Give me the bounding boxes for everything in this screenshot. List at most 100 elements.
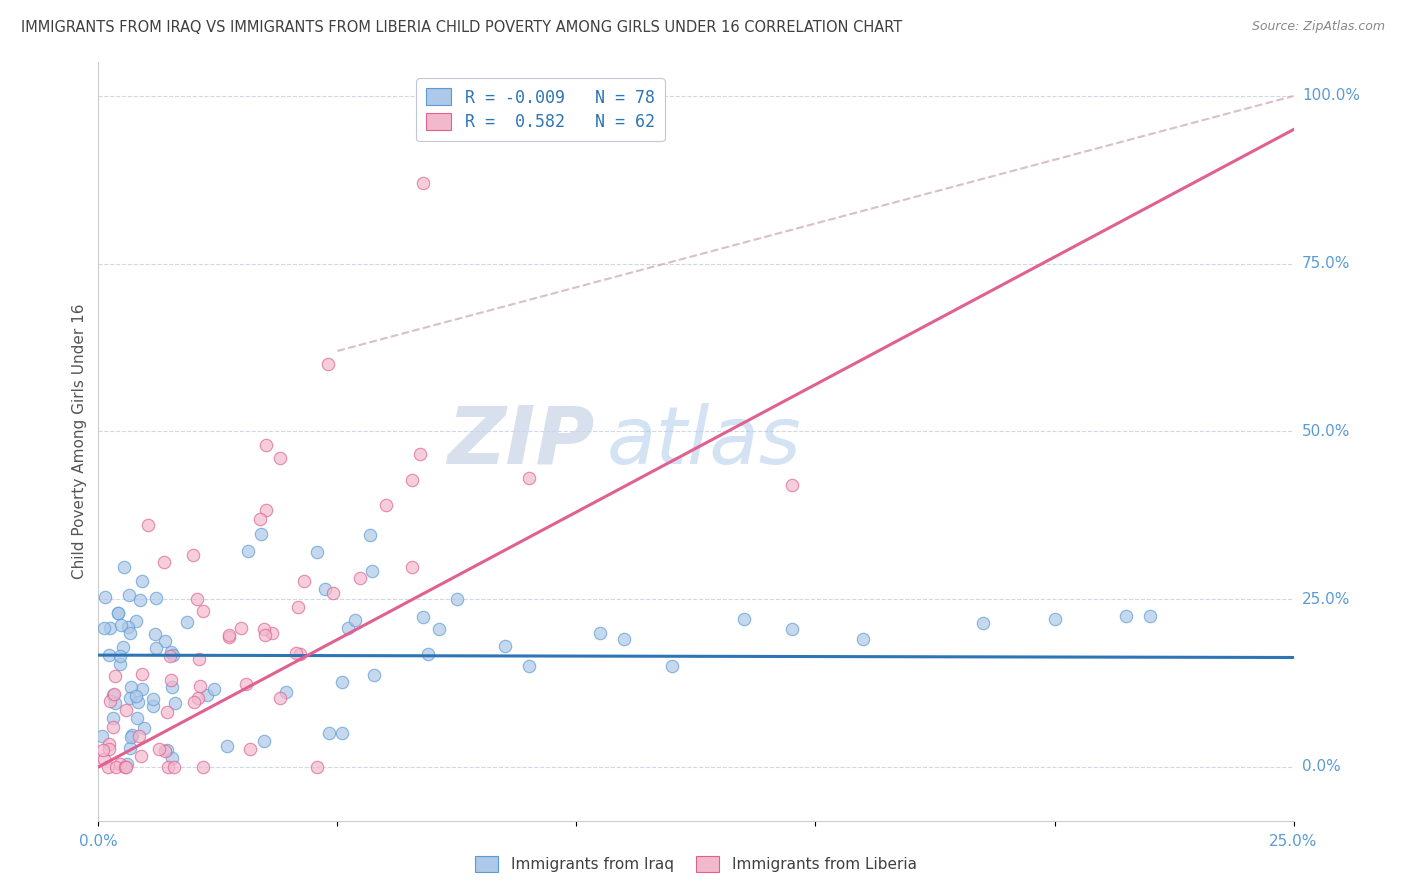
Point bbox=[127, 695, 149, 709]
Point bbox=[98, 621, 121, 635]
Point bbox=[446, 592, 468, 607]
Point bbox=[128, 730, 150, 744]
Point bbox=[153, 633, 176, 648]
Point bbox=[104, 696, 127, 710]
Point bbox=[120, 690, 142, 705]
Point bbox=[253, 628, 276, 642]
Point bbox=[155, 744, 177, 758]
Point bbox=[101, 720, 124, 734]
Point bbox=[316, 357, 339, 371]
Point bbox=[129, 593, 152, 607]
Point bbox=[93, 751, 115, 765]
Point bbox=[98, 648, 121, 663]
Point bbox=[253, 622, 276, 636]
Text: 100.0%: 100.0% bbox=[1302, 88, 1360, 103]
Point bbox=[218, 630, 240, 644]
Point bbox=[104, 669, 127, 683]
Text: 0.0%: 0.0% bbox=[79, 834, 118, 848]
Point bbox=[160, 680, 183, 694]
Point bbox=[202, 682, 225, 697]
Text: Source: ZipAtlas.com: Source: ZipAtlas.com bbox=[1251, 20, 1385, 33]
Point bbox=[408, 446, 430, 460]
Point bbox=[115, 760, 138, 774]
Point bbox=[416, 647, 439, 661]
Point bbox=[253, 733, 276, 747]
Point bbox=[118, 740, 141, 755]
Text: 75.0%: 75.0% bbox=[1302, 256, 1350, 271]
Point bbox=[136, 518, 159, 533]
Point bbox=[91, 743, 114, 757]
Point bbox=[145, 591, 167, 605]
Point bbox=[117, 620, 139, 634]
Point bbox=[148, 741, 170, 756]
Point bbox=[288, 647, 311, 661]
Point bbox=[110, 618, 132, 632]
Point bbox=[190, 679, 212, 693]
Point bbox=[780, 478, 803, 492]
Text: 0.0%: 0.0% bbox=[1302, 759, 1340, 774]
Point bbox=[165, 696, 187, 710]
Point bbox=[229, 621, 252, 635]
Point bbox=[98, 737, 121, 751]
Point bbox=[250, 527, 273, 541]
Point bbox=[142, 691, 165, 706]
Point bbox=[661, 659, 683, 673]
Text: 25.0%: 25.0% bbox=[1270, 834, 1317, 848]
Point bbox=[162, 751, 184, 765]
Text: 50.0%: 50.0% bbox=[1302, 424, 1350, 439]
Point bbox=[239, 741, 262, 756]
Point bbox=[156, 743, 179, 757]
Point bbox=[93, 621, 115, 635]
Y-axis label: Child Poverty Among Girls Under 16: Child Poverty Among Girls Under 16 bbox=[72, 304, 87, 579]
Point bbox=[114, 703, 136, 717]
Point bbox=[852, 632, 875, 647]
Point bbox=[517, 659, 540, 673]
Point bbox=[105, 760, 128, 774]
Point bbox=[142, 698, 165, 713]
Point bbox=[589, 625, 612, 640]
Point bbox=[186, 591, 208, 606]
Point bbox=[134, 721, 156, 735]
Point bbox=[287, 600, 309, 615]
Point bbox=[143, 627, 166, 641]
Point bbox=[115, 756, 138, 771]
Point bbox=[131, 667, 153, 681]
Text: 25.0%: 25.0% bbox=[1302, 591, 1350, 607]
Point bbox=[188, 651, 211, 665]
Point bbox=[733, 612, 755, 626]
Point bbox=[91, 729, 114, 743]
Point bbox=[118, 588, 141, 602]
Point bbox=[103, 687, 125, 701]
Point bbox=[305, 760, 328, 774]
Point bbox=[156, 760, 179, 774]
Point bbox=[121, 728, 143, 742]
Point bbox=[195, 688, 218, 702]
Point bbox=[274, 684, 297, 698]
Point bbox=[412, 610, 434, 624]
Point bbox=[101, 711, 124, 725]
Point bbox=[401, 473, 423, 487]
Point bbox=[260, 626, 283, 640]
Point bbox=[107, 607, 129, 621]
Text: atlas: atlas bbox=[606, 402, 801, 481]
Point bbox=[359, 528, 381, 542]
Point bbox=[191, 604, 214, 618]
Point bbox=[322, 586, 344, 600]
Point bbox=[305, 545, 328, 559]
Point bbox=[1115, 609, 1137, 624]
Point bbox=[375, 498, 398, 512]
Point bbox=[314, 582, 336, 596]
Point bbox=[160, 645, 183, 659]
Point bbox=[120, 730, 142, 744]
Point bbox=[292, 574, 315, 588]
Point bbox=[494, 639, 516, 653]
Point bbox=[120, 680, 142, 694]
Point bbox=[110, 648, 132, 663]
Point bbox=[330, 725, 353, 739]
Text: ZIP: ZIP bbox=[447, 402, 595, 481]
Point bbox=[153, 555, 176, 569]
Point bbox=[427, 622, 450, 636]
Point bbox=[187, 690, 209, 705]
Text: IMMIGRANTS FROM IRAQ VS IMMIGRANTS FROM LIBERIA CHILD POVERTY AMONG GIRLS UNDER : IMMIGRANTS FROM IRAQ VS IMMIGRANTS FROM … bbox=[21, 20, 903, 35]
Point bbox=[181, 548, 204, 562]
